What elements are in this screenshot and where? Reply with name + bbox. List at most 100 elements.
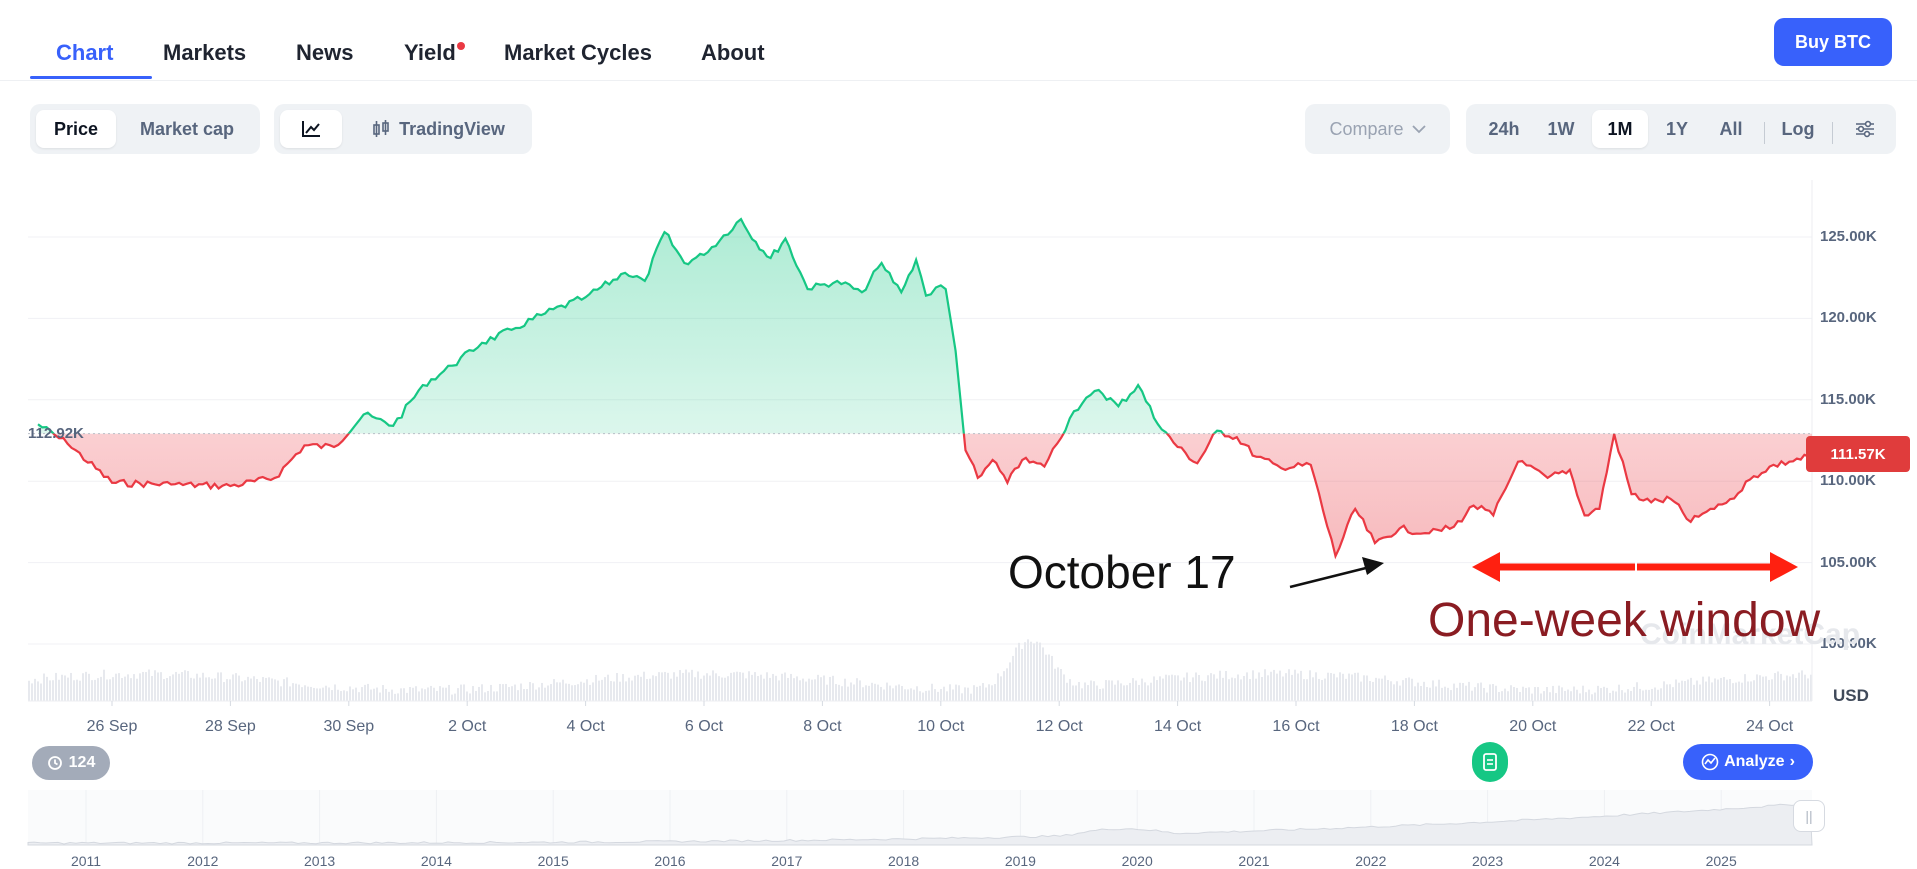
- history-badge[interactable]: 124: [32, 746, 110, 780]
- tab-chart[interactable]: Chart: [56, 40, 114, 65]
- line-chart-button[interactable]: [280, 110, 342, 148]
- volume-bar: [82, 673, 84, 701]
- volume-bar: [361, 687, 363, 701]
- tab-markets[interactable]: Markets: [163, 40, 247, 65]
- volume-bar: [133, 674, 135, 701]
- volume-bar: [790, 673, 792, 701]
- volume-bar: [490, 684, 492, 701]
- volume-bar: [85, 671, 87, 701]
- volume-bar: [382, 685, 384, 701]
- volume-bar: [1471, 690, 1473, 701]
- volume-bar: [1210, 673, 1212, 701]
- volume-bar: [1561, 687, 1563, 701]
- volume-bar: [850, 682, 852, 701]
- volume-bar: [1441, 687, 1443, 701]
- volume-bar: [1354, 672, 1356, 701]
- volume-bar: [499, 683, 501, 701]
- x-tick-label: 10 Oct: [917, 718, 965, 735]
- x-tick-label: 12 Oct: [1035, 718, 1083, 735]
- volume-bar: [1180, 680, 1182, 701]
- volume-bar: [394, 693, 396, 701]
- volume-bar: [247, 676, 249, 701]
- volume-bar: [493, 691, 495, 701]
- volume-bar: [286, 677, 288, 701]
- volume-bar: [706, 673, 708, 701]
- tab-market-cycles[interactable]: Market Cycles: [504, 40, 652, 65]
- volume-bar: [1249, 679, 1251, 701]
- volume-bar: [718, 676, 720, 701]
- volume-bar: [685, 669, 687, 701]
- volume-bar: [211, 678, 213, 701]
- volume-bar: [943, 686, 945, 701]
- volume-bar: [325, 685, 327, 701]
- market-cap-button[interactable]: Market cap: [139, 118, 235, 139]
- volume-bar: [331, 690, 333, 701]
- volume-bar: [277, 680, 279, 701]
- volume-bar: [1675, 679, 1677, 701]
- volume-bar: [469, 693, 471, 701]
- volume-bar: [1786, 675, 1788, 701]
- active-tab-indicator: [30, 76, 152, 79]
- volume-bar: [1225, 671, 1227, 701]
- price-button[interactable]: Price: [36, 110, 116, 148]
- volume-bar: [877, 684, 879, 701]
- volume-bar: [1150, 682, 1152, 701]
- analyze-button[interactable]: Analyze ›: [1683, 744, 1813, 780]
- news-event-marker[interactable]: [1472, 742, 1508, 782]
- volume-bar: [1609, 692, 1611, 701]
- buy-btc-button[interactable]: Buy BTC: [1774, 18, 1892, 66]
- volume-bar: [1213, 674, 1215, 701]
- range-1m-button[interactable]: 1M: [1592, 110, 1648, 148]
- volume-bar: [1255, 678, 1257, 701]
- volume-bar: [334, 684, 336, 701]
- volume-bar: [643, 671, 645, 701]
- navigator-drag-handle[interactable]: ||: [1793, 800, 1825, 832]
- volume-bar: [142, 671, 144, 701]
- compare-dropdown[interactable]: Compare: [1305, 104, 1450, 154]
- navigator-panel[interactable]: [27, 790, 1813, 846]
- tab-yield[interactable]: Yield: [404, 40, 465, 66]
- volume-bar: [1699, 684, 1701, 701]
- volume-bar: [31, 683, 33, 701]
- sliders-icon: [1856, 120, 1874, 138]
- range-24h-button[interactable]: 24h: [1488, 118, 1520, 139]
- y-axis-unit: USD: [1833, 686, 1869, 705]
- volume-bar: [49, 680, 51, 701]
- volume-bar: [1510, 685, 1512, 701]
- x-tick-label: 26 Sep: [86, 718, 138, 735]
- volume-bar: [1564, 690, 1566, 701]
- volume-bar: [1525, 687, 1527, 701]
- volume-bar: [793, 678, 795, 701]
- volume-bar: [388, 691, 390, 701]
- volume-bar: [1477, 683, 1479, 701]
- volume-bar: [829, 676, 831, 701]
- log-scale-button[interactable]: Log: [1781, 118, 1815, 139]
- volume-bar: [1276, 673, 1278, 701]
- tradingview-button[interactable]: TradingView: [350, 110, 526, 148]
- volume-bar: [895, 685, 897, 701]
- volume-bar: [1741, 682, 1743, 701]
- chart-settings-button[interactable]: [1842, 110, 1888, 148]
- volume-bar: [112, 677, 114, 701]
- tab-about[interactable]: About: [701, 40, 765, 65]
- x-axis-ticks: [111, 701, 1771, 706]
- volume-bar: [967, 687, 969, 701]
- volume-bar: [1060, 668, 1062, 701]
- volume-bar: [487, 691, 489, 701]
- price-line-down: [52, 433, 1813, 560]
- volume-bar: [118, 673, 120, 701]
- range-1y-button[interactable]: 1Y: [1665, 118, 1689, 139]
- volume-bar: [1774, 673, 1776, 701]
- tab-news[interactable]: News: [296, 40, 354, 65]
- range-all-button[interactable]: All: [1719, 118, 1743, 139]
- volume-bar: [1729, 679, 1731, 701]
- navigator-year-label: 2016: [654, 853, 686, 869]
- volume-bar: [1042, 647, 1044, 701]
- volume-bar: [538, 687, 540, 701]
- volume-bar: [265, 677, 267, 701]
- volume-bar: [763, 678, 765, 701]
- range-1w-button[interactable]: 1W: [1547, 118, 1575, 139]
- volume-bar: [358, 692, 360, 701]
- volume-bar: [373, 688, 375, 701]
